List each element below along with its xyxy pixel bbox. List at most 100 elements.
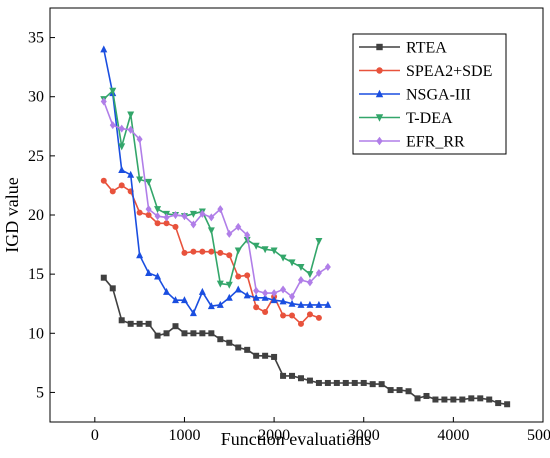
series-rtea [100, 274, 511, 408]
data-point-t-dea [216, 280, 224, 288]
data-point-efr-rr [217, 205, 224, 214]
data-point-spea2-sde [172, 223, 179, 230]
series-nsga-iii [100, 45, 332, 317]
data-point-spea2-sde [190, 248, 197, 255]
data-point-efr-rr [127, 125, 134, 134]
data-point-rtea [369, 381, 376, 388]
data-point-t-dea [306, 271, 314, 279]
data-point-rtea [208, 330, 215, 337]
x-tick-label: 5000 [527, 427, 550, 444]
data-point-rtea [459, 396, 466, 403]
data-point-efr-rr [315, 268, 322, 277]
data-point-nsga-iii [270, 296, 278, 304]
data-point-spea2-sde [181, 249, 188, 256]
legend-item-rtea: RTEA [359, 40, 447, 57]
data-point-nsga-iii [261, 293, 269, 301]
x-tick-label: 2000 [258, 427, 290, 444]
data-point-rtea [333, 379, 340, 386]
data-point-rtea [324, 379, 331, 386]
data-point-rtea [280, 372, 287, 379]
data-point-efr-rr [100, 97, 107, 106]
series-line-t-dea [103, 89, 320, 286]
data-point-rtea [441, 396, 448, 403]
data-point-rtea [163, 330, 170, 337]
data-point-efr-rr [297, 276, 304, 285]
y-tick-label: 35 [28, 30, 44, 47]
data-point-rtea [468, 395, 475, 402]
data-point-efr-rr [271, 289, 278, 298]
x-tick-label: 4000 [437, 427, 469, 444]
data-point-t-dea [243, 236, 251, 244]
data-point-rtea [423, 392, 430, 399]
data-point-rtea [315, 379, 322, 386]
y-tick-label: 30 [28, 89, 44, 106]
data-point-spea2-sde [235, 273, 242, 280]
data-point-nsga-iii [315, 300, 323, 308]
series-t-dea [100, 87, 323, 289]
data-point-t-dea [127, 111, 135, 119]
legend-label-rtea: RTEA [406, 40, 447, 57]
data-point-nsga-iii [118, 166, 126, 174]
data-point-rtea [396, 387, 403, 394]
y-tick-label: 10 [28, 325, 44, 342]
y-tick-label: 25 [28, 148, 44, 165]
data-point-rtea [450, 396, 457, 403]
data-point-spea2-sde [136, 209, 143, 216]
series-line-efr-rr [103, 101, 329, 298]
data-point-rtea [118, 317, 125, 324]
data-point-rtea [109, 285, 116, 292]
data-point-rtea [297, 375, 304, 382]
data-point-nsga-iii [297, 300, 305, 308]
legend-marker-t-dea [375, 114, 384, 122]
legend-marker-spea2-sde [376, 67, 383, 74]
data-point-rtea [235, 344, 242, 351]
data-point-efr-rr [154, 212, 161, 221]
data-point-rtea [172, 323, 179, 330]
data-point-nsga-iii [136, 251, 144, 259]
x-axis: 0 1000 2000 3000 4000 5000 [91, 417, 550, 444]
data-point-efr-rr [262, 289, 269, 298]
data-point-spea2-sde [289, 312, 296, 319]
data-point-t-dea [279, 254, 287, 262]
data-point-t-dea [288, 259, 296, 267]
x-tick-label: 1000 [168, 427, 200, 444]
x-axis-title: Function evaluations [221, 429, 371, 449]
data-point-nsga-iii [252, 293, 260, 301]
legend-label-nsga-iii: NSGA-III [406, 87, 471, 104]
data-point-rtea [306, 377, 313, 384]
data-point-t-dea [252, 242, 260, 250]
data-point-t-dea [118, 143, 126, 151]
data-point-rtea [244, 346, 251, 353]
legend-item-spea2-sde: SPEA2+SDE [359, 63, 492, 80]
data-point-rtea [387, 387, 394, 394]
data-point-efr-rr [136, 135, 143, 144]
data-point-spea2-sde [297, 320, 304, 327]
data-point-efr-rr [306, 278, 313, 287]
data-point-efr-rr [289, 292, 296, 301]
data-point-nsga-iii [279, 297, 287, 305]
data-point-nsga-iii [306, 300, 314, 308]
data-point-rtea [199, 330, 206, 337]
data-point-spea2-sde [145, 212, 152, 218]
data-point-rtea [414, 395, 421, 402]
data-point-efr-rr [163, 213, 170, 222]
data-point-nsga-iii [288, 299, 296, 307]
data-point-rtea [378, 381, 385, 388]
data-point-efr-rr [145, 205, 152, 214]
data-point-rtea [477, 395, 484, 402]
data-point-efr-rr [324, 263, 331, 272]
data-point-efr-rr [280, 285, 287, 294]
data-point-t-dea [136, 176, 144, 184]
data-point-spea2-sde [226, 252, 233, 259]
data-point-nsga-iii [198, 287, 206, 295]
data-point-efr-rr [190, 220, 197, 229]
data-point-efr-rr [118, 124, 125, 133]
legend-label-t-dea: T-DEA [406, 110, 453, 127]
data-point-rtea [262, 352, 269, 359]
data-point-spea2-sde [163, 220, 170, 227]
data-point-rtea [504, 401, 511, 408]
data-point-t-dea [154, 206, 162, 214]
data-point-spea2-sde [109, 188, 116, 195]
data-point-nsga-iii [234, 285, 242, 293]
